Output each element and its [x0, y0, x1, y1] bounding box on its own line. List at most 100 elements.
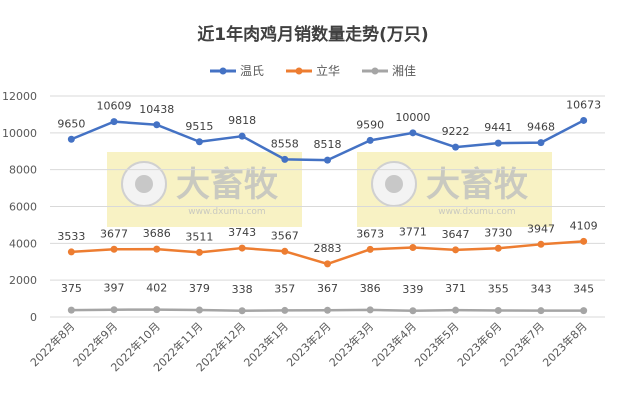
data-label: 9818 — [228, 114, 256, 127]
data-label: 9222 — [442, 125, 470, 138]
data-point — [110, 306, 118, 314]
data-label: 3567 — [271, 229, 299, 242]
data-point — [580, 237, 588, 245]
data-label: 10673 — [566, 98, 601, 111]
x-tick-label: 2023年2月 — [283, 319, 333, 369]
x-tick-label: 2022年8月 — [27, 319, 77, 369]
data-point — [366, 306, 374, 314]
data-point — [366, 245, 374, 253]
x-tick-label: 2023年4月 — [369, 319, 419, 369]
data-label: 3647 — [442, 228, 470, 241]
data-point — [324, 260, 331, 268]
data-point — [153, 121, 161, 129]
data-point — [452, 143, 460, 151]
data-label: 3743 — [228, 226, 256, 239]
data-label: 371 — [445, 282, 466, 295]
data-label: 375 — [61, 282, 82, 295]
y-tick-label: 0 — [30, 311, 37, 324]
data-point — [537, 139, 545, 147]
legend-item: 湘佳 — [362, 62, 416, 79]
legend-label: 湘佳 — [392, 64, 417, 78]
data-point — [110, 245, 118, 253]
data-label: 9441 — [484, 121, 512, 134]
data-point — [153, 245, 161, 253]
data-label: 397 — [104, 282, 125, 295]
data-label: 9590 — [356, 118, 384, 131]
data-point — [409, 244, 417, 252]
watermark-text: 大畜牧 — [176, 165, 279, 205]
legend-marker-icon — [209, 67, 236, 74]
data-point — [409, 307, 417, 315]
data-label: 9468 — [527, 121, 555, 134]
data-point — [110, 118, 118, 126]
watermark-text: 大畜牧 — [426, 165, 529, 205]
data-point — [494, 244, 502, 252]
data-point — [238, 132, 246, 140]
data-point — [281, 155, 289, 163]
data-label: 338 — [232, 283, 253, 296]
watermark-url: www.dxumu.com — [438, 207, 515, 217]
data-point — [238, 307, 246, 315]
y-tick-label: 10000 — [2, 127, 37, 140]
x-tick-label: 2023年1月 — [241, 319, 291, 369]
data-label: 3511 — [185, 230, 213, 243]
data-label: 3730 — [484, 226, 512, 239]
data-label: 343 — [530, 283, 551, 296]
y-tick-label: 6000 — [9, 201, 37, 214]
legend-label: 立华 — [315, 64, 340, 78]
x-tick-label: 2023年7月 — [497, 319, 547, 369]
data-point — [324, 306, 331, 314]
data-point — [281, 247, 289, 255]
data-point — [537, 240, 545, 248]
data-label: 357 — [274, 282, 295, 295]
data-label: 8518 — [314, 138, 342, 151]
data-point — [580, 116, 588, 124]
x-tick-label: 2023年8月 — [540, 319, 590, 369]
y-tick-label: 2000 — [9, 274, 37, 287]
data-label: 386 — [360, 282, 381, 295]
data-point — [366, 136, 374, 144]
data-label: 402 — [146, 282, 167, 295]
data-point — [281, 306, 289, 314]
data-label: 339 — [402, 283, 423, 296]
data-point — [452, 306, 460, 314]
data-point — [494, 306, 502, 314]
data-point — [494, 139, 502, 147]
data-label: 2883 — [314, 242, 342, 255]
legend: 温氏 立华 湘佳 — [0, 62, 626, 79]
data-label: 345 — [573, 283, 594, 296]
data-label: 3686 — [143, 227, 171, 240]
data-label: 3533 — [57, 230, 85, 243]
data-point — [67, 135, 75, 143]
y-tick-label: 4000 — [9, 237, 37, 250]
data-label: 10609 — [97, 100, 132, 113]
chart-title: 近1年肉鸡月销数量走势(万只) — [197, 25, 429, 45]
watermark-url: www.dxumu.com — [188, 207, 265, 217]
y-tick-label: 12000 — [2, 90, 37, 103]
data-label: 4109 — [570, 219, 598, 232]
data-label: 10438 — [139, 103, 174, 116]
data-label: 3677 — [100, 227, 128, 240]
data-label: 9515 — [185, 120, 213, 133]
data-label: 9650 — [57, 117, 85, 130]
data-label: 3947 — [527, 222, 555, 235]
data-point — [195, 138, 203, 146]
data-label: 379 — [189, 282, 210, 295]
data-point — [409, 129, 417, 137]
data-point — [67, 248, 75, 256]
data-point — [452, 246, 460, 254]
data-point — [324, 156, 331, 164]
data-label: 367 — [317, 282, 338, 295]
data-point — [195, 248, 203, 256]
y-tick-label: 8000 — [9, 164, 37, 177]
data-point — [537, 307, 545, 315]
data-point — [153, 306, 161, 314]
x-tick-label: 2023年5月 — [411, 319, 461, 369]
x-tick-label: 2023年3月 — [326, 319, 376, 369]
data-label: 10000 — [395, 111, 430, 124]
legend-item: 立华 — [285, 62, 340, 79]
legend-label: 温氏 — [239, 64, 264, 78]
data-point — [580, 307, 588, 315]
legend-item: 温氏 — [209, 62, 264, 79]
